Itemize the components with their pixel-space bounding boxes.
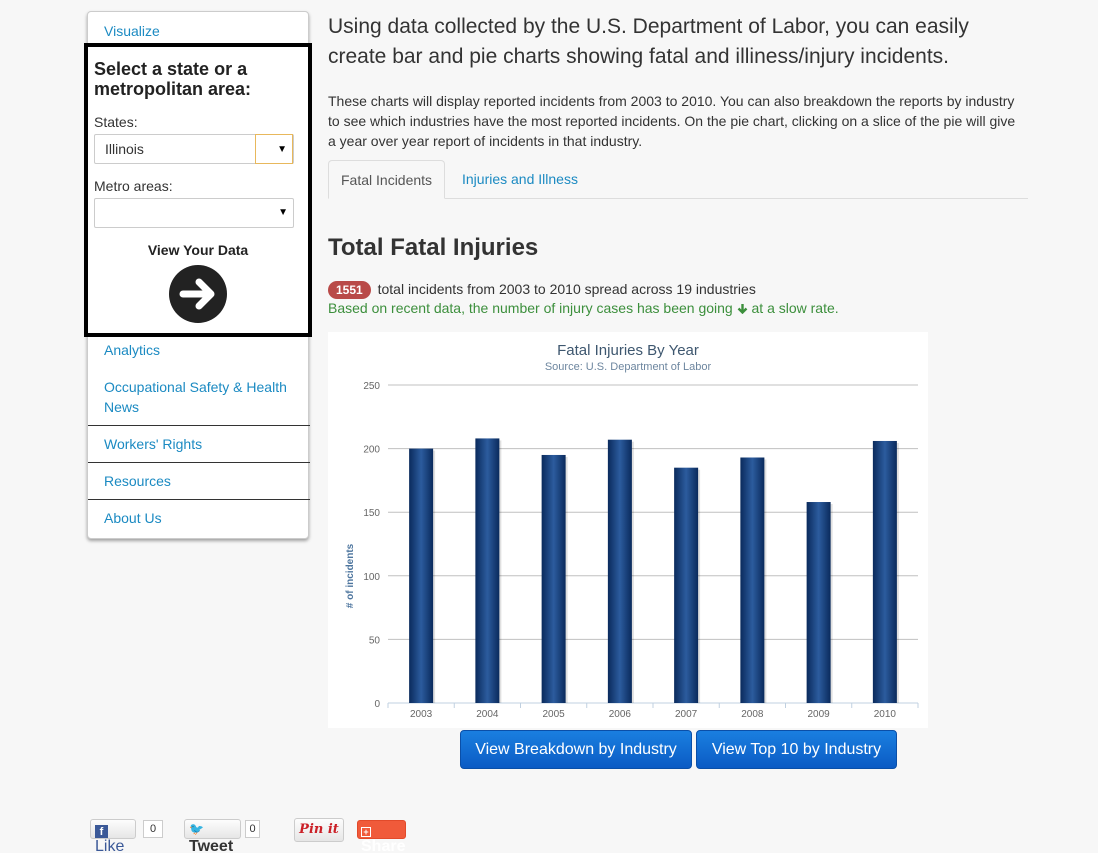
x-tick-label: 2005 xyxy=(543,709,566,720)
nav-divider xyxy=(88,425,310,426)
location-select-panel: Select a state or a metropolitan area: S… xyxy=(84,43,312,337)
tab-injuries-illness[interactable]: Injuries and Illness xyxy=(462,171,578,187)
arrow-right-icon[interactable] xyxy=(169,265,227,323)
nav-divider xyxy=(88,462,310,463)
sidebar-item-about-us[interactable]: About Us xyxy=(104,510,162,526)
view-top10-button[interactable]: View Top 10 by Industry xyxy=(696,730,897,769)
chart-subtitle: Source: U.S. Department of Labor xyxy=(545,361,712,373)
trend-text-before: Based on recent data, the number of inju… xyxy=(328,300,733,316)
panel-title: Select a state or a metropolitan area: xyxy=(94,59,252,99)
section-title: Total Fatal Injuries xyxy=(328,234,539,261)
share-label: Share xyxy=(361,838,406,853)
total-summary: 1551 total incidents from 2003 to 2010 s… xyxy=(328,281,756,299)
plus-icon: + xyxy=(361,827,371,837)
bar-2005[interactable] xyxy=(541,454,566,703)
y-tick-label: 50 xyxy=(369,635,381,646)
bar-2006[interactable] xyxy=(607,439,632,703)
share-button[interactable]: + Share xyxy=(357,820,406,853)
tweet-button[interactable]: 🐦 Tweet xyxy=(184,819,241,853)
metro-label: Metro areas: xyxy=(94,178,173,194)
tweet-label: Tweet xyxy=(189,838,234,853)
nav-divider xyxy=(88,499,310,500)
bar-2008[interactable] xyxy=(740,457,765,703)
sidebar-item-resources[interactable]: Resources xyxy=(104,473,171,489)
chart-y-axis-label: # of incidents xyxy=(345,543,356,608)
tab-bar: Fatal Incidents Injuries and Illness xyxy=(328,160,1028,199)
chevron-down-icon: ▼ xyxy=(278,207,288,218)
bar-chart: Fatal Injuries By Year Source: U.S. Depa… xyxy=(345,342,919,720)
total-count-badge: 1551 xyxy=(328,281,371,299)
y-tick-label: 150 xyxy=(363,508,380,519)
pin-label: Pin it xyxy=(299,822,339,837)
facebook-like-button[interactable]: f Like xyxy=(90,819,136,853)
bar-2010[interactable] xyxy=(872,440,897,703)
y-tick-label: 250 xyxy=(363,381,380,392)
bar-2004[interactable] xyxy=(475,438,500,703)
y-tick-label: 100 xyxy=(363,572,380,583)
bar-2007[interactable] xyxy=(674,467,699,703)
twitter-icon: 🐦 xyxy=(189,822,204,836)
sidebar-item-workers-rights[interactable]: Workers' Rights xyxy=(104,436,203,452)
intro-text: Using data collected by the U.S. Departm… xyxy=(328,15,969,68)
view-data-label: View Your Data xyxy=(147,242,249,258)
bar-2003[interactable] xyxy=(409,448,434,703)
facebook-icon: f xyxy=(95,825,108,838)
y-tick-label: 200 xyxy=(363,445,380,456)
x-tick-label: 2010 xyxy=(874,709,897,720)
chart-title: Fatal Injuries By Year xyxy=(557,342,699,359)
states-select-value: Illinois xyxy=(105,141,144,157)
fatal-injuries-chart: Fatal Injuries By Year Source: U.S. Depa… xyxy=(328,332,928,728)
bar-2009[interactable] xyxy=(806,502,831,703)
like-count: 0 xyxy=(143,820,163,838)
tab-fatal-incidents[interactable]: Fatal Incidents xyxy=(328,160,446,199)
pinterest-button[interactable]: Pin it xyxy=(294,818,344,842)
trend-summary: Based on recent data, the number of inju… xyxy=(328,300,839,316)
metro-select[interactable]: ▼ xyxy=(94,198,294,228)
x-tick-label: 2007 xyxy=(675,709,698,720)
sidebar-item-visualize[interactable]: Visualize xyxy=(104,23,160,39)
arrow-down-icon xyxy=(737,304,747,315)
like-label: Like xyxy=(95,838,125,853)
states-label: States: xyxy=(94,114,138,130)
description-text: These charts will display reported incid… xyxy=(328,93,1016,149)
x-tick-label: 2003 xyxy=(410,709,433,720)
sidebar-item-analytics[interactable]: Analytics xyxy=(104,342,161,358)
states-select[interactable]: Illinois ▼ xyxy=(94,134,294,164)
x-tick-label: 2004 xyxy=(476,709,499,720)
y-tick-label: 0 xyxy=(374,699,380,710)
view-breakdown-button[interactable]: View Breakdown by Industry xyxy=(460,730,692,769)
x-tick-label: 2008 xyxy=(741,709,764,720)
x-tick-label: 2009 xyxy=(808,709,831,720)
chevron-down-icon: ▼ xyxy=(255,134,293,164)
trend-text-after: at a slow rate. xyxy=(751,300,839,316)
tweet-count: 0 xyxy=(245,820,260,838)
x-tick-label: 2006 xyxy=(609,709,632,720)
sidebar-item-news[interactable]: Occupational Safety & Health News xyxy=(104,379,287,415)
total-summary-text: total incidents from 2003 to 2010 spread… xyxy=(377,281,756,297)
